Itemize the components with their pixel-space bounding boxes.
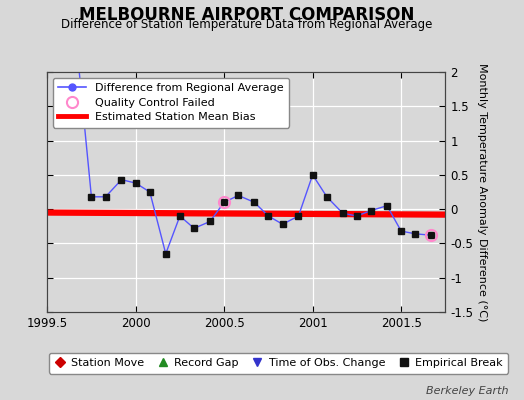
Text: MELBOURNE AIRPORT COMPARISON: MELBOURNE AIRPORT COMPARISON — [79, 6, 414, 24]
Text: Difference of Station Temperature Data from Regional Average: Difference of Station Temperature Data f… — [61, 18, 432, 31]
Legend: Station Move, Record Gap, Time of Obs. Change, Empirical Break: Station Move, Record Gap, Time of Obs. C… — [49, 352, 508, 374]
Y-axis label: Monthly Temperature Anomaly Difference (°C): Monthly Temperature Anomaly Difference (… — [477, 63, 487, 321]
Text: Berkeley Earth: Berkeley Earth — [426, 386, 508, 396]
